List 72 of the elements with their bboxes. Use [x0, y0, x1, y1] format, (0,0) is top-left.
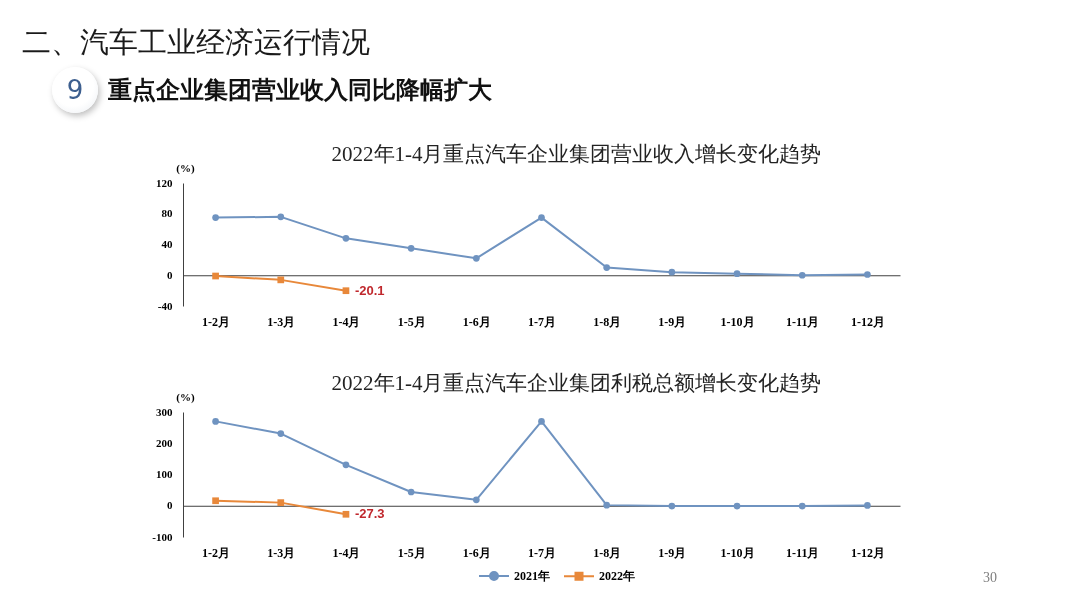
point: [733, 502, 741, 510]
y-tick-label: 80: [161, 207, 173, 220]
text: 9: [66, 75, 84, 105]
point: [538, 214, 545, 221]
chart-title: 2022年1-4月重点汽车企业集团利税总额增长变化趋势: [331, 371, 822, 395]
point: [407, 488, 415, 496]
point: [277, 213, 285, 221]
y-tick-label: 40: [161, 238, 173, 250]
y-tick-label: -100: [152, 530, 173, 543]
x-tick-label: 1-5月: [397, 314, 426, 329]
x-tick-label: 1-8月: [593, 314, 622, 329]
data-label: -20.1: [354, 282, 385, 298]
x-tick-label: 1-6月: [462, 545, 491, 560]
x-tick-label: 1-11月: [786, 314, 820, 329]
point: [212, 272, 219, 280]
x-tick-label: 1-11月: [786, 545, 820, 560]
text: 30: [983, 570, 997, 585]
point: [212, 497, 219, 505]
point: [603, 264, 611, 271]
x-tick-label: 1-3月: [267, 314, 296, 329]
chart-title: 2022年1-4月重点汽车企业集团营业收入增长变化趋势: [331, 142, 822, 166]
x-tick-label: 1-4月: [332, 314, 361, 329]
point: [277, 276, 285, 284]
x-tick-label: 1-10月: [720, 545, 755, 560]
y-tick-label: 200: [156, 436, 173, 449]
point: [864, 502, 871, 509]
y-axis-title: (%): [176, 390, 195, 404]
point: [212, 418, 219, 425]
point: [342, 287, 350, 295]
point: [798, 502, 806, 510]
point: [538, 418, 545, 425]
point: [603, 501, 611, 509]
point: [472, 254, 480, 262]
point: [733, 270, 741, 278]
x-tick-label: 1-5月: [397, 545, 426, 560]
x-tick-label: 1-9月: [658, 314, 687, 329]
legend-label: 2021年: [514, 569, 550, 583]
y-tick-label: 0: [167, 499, 173, 512]
y-tick-label: 300: [156, 405, 173, 418]
data-label: -27.3: [354, 506, 385, 522]
x-tick-label: 1-4月: [332, 545, 361, 560]
point: [864, 271, 871, 278]
y-tick-label: -40: [157, 299, 173, 312]
x-tick-label: 1-12月: [850, 314, 885, 329]
y-axis-title: (%): [176, 161, 195, 175]
point: [277, 430, 285, 437]
point: [668, 268, 676, 276]
x-tick-label: 1-8月: [593, 545, 622, 560]
x-tick-label: 1-10月: [720, 314, 755, 329]
x-tick-label: 1-6月: [462, 314, 491, 329]
x-tick-label: 1-2月: [202, 314, 231, 329]
text: 二、汽车工业经济运行情况: [22, 24, 370, 59]
x-tick-label: 1-2月: [202, 545, 231, 560]
point: [212, 214, 219, 221]
text: 重点企业集团营业收入同比降幅扩大: [108, 76, 492, 104]
x-tick-label: 1-9月: [658, 545, 687, 560]
legend-label: 2022年: [599, 569, 635, 584]
point: [342, 461, 350, 469]
point: [342, 510, 350, 518]
y-tick-label: 100: [156, 468, 173, 480]
x-tick-label: 1-7月: [528, 314, 556, 329]
point: [798, 271, 806, 279]
point: [668, 502, 676, 510]
point: [277, 499, 285, 506]
point: [342, 235, 350, 242]
x-tick-label: 1-3月: [267, 545, 296, 560]
point: [407, 245, 415, 252]
point: [472, 496, 480, 504]
x-tick-label: 1-12月: [850, 545, 885, 560]
y-tick-label: 0: [167, 268, 173, 281]
y-tick-label: 120: [156, 176, 173, 189]
x-tick-label: 1-7月: [528, 545, 556, 560]
